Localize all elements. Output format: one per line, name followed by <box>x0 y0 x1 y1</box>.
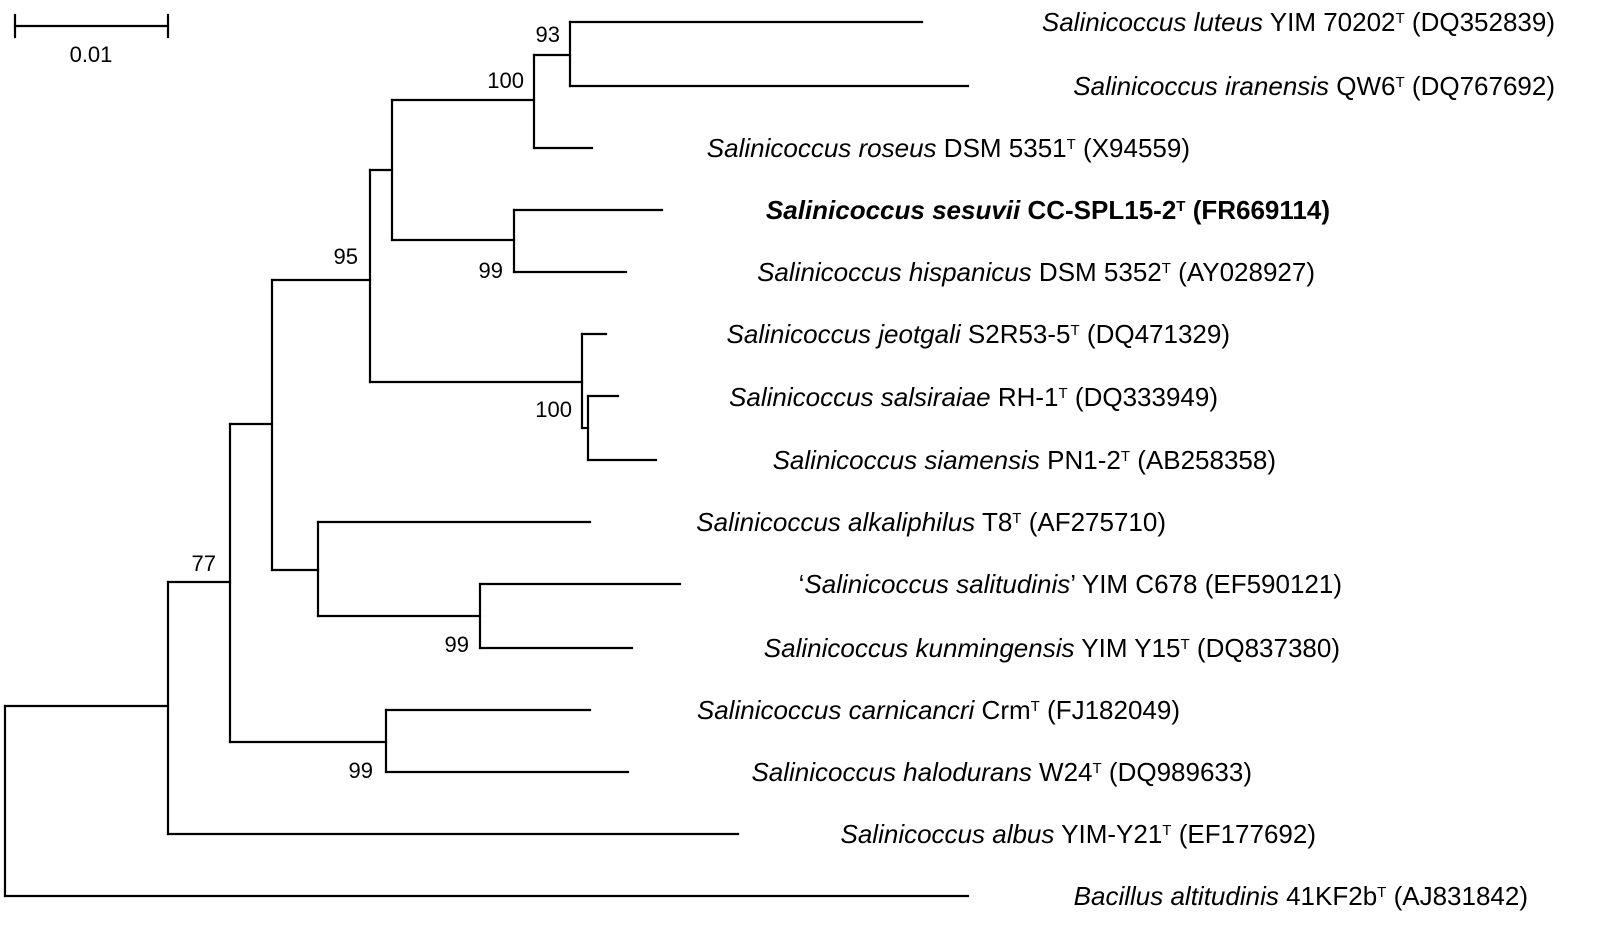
bootstrap-value: 100 <box>487 68 524 93</box>
taxon-label-sesuvii: Salinicoccus sesuvii CC-SPL15-2T (FR6691… <box>766 195 1330 225</box>
taxon-label-salitudinis: ‘Salinicoccus salitudinis’ YIM C678 (EF5… <box>799 569 1342 599</box>
type-strain-mark: T <box>1093 760 1102 777</box>
taxon-label-iranensis: Salinicoccus iranensis QW6T (DQ767692) <box>1073 71 1555 101</box>
type-strain-mark: T <box>1377 884 1386 901</box>
taxon-accession: (EF177692) <box>1171 819 1316 849</box>
taxon-accession: (DQ767692) <box>1405 71 1555 101</box>
taxon-label-halodurans: Salinicoccus halodurans W24T (DQ989633) <box>751 757 1252 787</box>
taxon-strain: RH-1 <box>991 382 1059 412</box>
taxon-accession: (DQ471329) <box>1080 319 1230 349</box>
type-strain-mark: T <box>1121 448 1130 465</box>
taxon-species-name: Salinicoccus alkaliphilus <box>696 507 975 537</box>
type-strain-mark: T <box>1396 10 1405 27</box>
taxon-label-salsiraiae: Salinicoccus salsiraiae RH-1T (DQ333949) <box>729 382 1218 412</box>
taxon-strain: W24 <box>1032 757 1093 787</box>
taxon-label-kunmingensis: Salinicoccus kunmingensis YIM Y15T (DQ83… <box>764 633 1340 663</box>
type-strain-mark: T <box>1031 698 1040 715</box>
taxon-species-name: Salinicoccus kunmingensis <box>764 633 1075 663</box>
taxon-strain: Crm <box>974 695 1030 725</box>
taxon-label-jeotgali: Salinicoccus jeotgali S2R53-5T (DQ471329… <box>727 319 1230 349</box>
taxon-accession: (FR669114) <box>1185 195 1330 225</box>
taxon-accession: (X94559) <box>1076 133 1190 163</box>
bootstrap-value: 100 <box>535 397 572 422</box>
taxon-labels: Salinicoccus luteus YIM 70202T (DQ352839… <box>696 7 1555 911</box>
taxon-accession: (AF275710) <box>1021 507 1166 537</box>
bootstrap-values: 93 100 99 95 100 99 99 77 <box>192 22 572 783</box>
type-strain-mark: T <box>1012 510 1021 527</box>
taxon-species-name: Salinicoccus carnicancri <box>697 695 976 725</box>
taxon-label-siamensis: Salinicoccus siamensis PN1-2T (AB258358) <box>773 445 1276 475</box>
taxon-strain: CC-SPL15-2 <box>1020 195 1176 225</box>
scale-bar-label: 0.01 <box>70 42 113 67</box>
taxon-species-name: Salinicoccus roseus <box>707 133 937 163</box>
taxon-species-name: Bacillus altitudinis <box>1074 881 1279 911</box>
taxon-accession: (AJ831842) <box>1386 881 1528 911</box>
taxon-species-name: Salinicoccus halodurans <box>751 757 1031 787</box>
taxon-strain: T8 <box>975 507 1012 537</box>
type-strain-mark: T <box>1396 74 1405 91</box>
taxon-species-name: Salinicoccus salitudinis <box>804 569 1070 599</box>
taxon-label-roseus: Salinicoccus roseus DSM 5351T (X94559) <box>707 133 1190 163</box>
taxon-accession: (DQ352839) <box>1405 7 1555 37</box>
taxon-label-altitudinis: Bacillus altitudinis 41KF2bT (AJ831842) <box>1074 881 1528 911</box>
type-strain-mark: T <box>1176 198 1185 215</box>
taxon-accession: (AY028927) <box>1171 257 1315 287</box>
type-strain-mark: T <box>1181 636 1190 653</box>
taxon-species-name: Salinicoccus luteus <box>1042 7 1263 37</box>
taxon-accession: (FJ182049) <box>1040 695 1180 725</box>
taxon-species-name: Salinicoccus siamensis <box>773 445 1040 475</box>
bootstrap-value: 77 <box>192 551 216 576</box>
bootstrap-value: 99 <box>479 258 503 283</box>
tree-branches <box>3 20 970 898</box>
bootstrap-value: 99 <box>445 632 469 657</box>
taxon-strain: YIM 70202 <box>1263 7 1396 37</box>
taxon-strain: S2R53-5 <box>961 319 1071 349</box>
taxon-strain: YIM C678 <box>1075 569 1197 599</box>
bootstrap-value: 93 <box>536 22 560 47</box>
taxon-species-name: Salinicoccus salsiraiae <box>729 382 991 412</box>
taxon-strain: YIM-Y21 <box>1054 819 1162 849</box>
taxon-accession: (DQ989633) <box>1102 757 1252 787</box>
taxon-species-name: Salinicoccus iranensis <box>1073 71 1329 101</box>
taxon-accession: (AB258358) <box>1130 445 1276 475</box>
type-strain-mark: T <box>1162 260 1171 277</box>
taxon-label-alkaliphilus: Salinicoccus alkaliphilus T8T (AF275710) <box>696 507 1166 537</box>
type-strain-mark: T <box>1067 136 1076 153</box>
type-strain-mark: T <box>1162 822 1171 839</box>
taxon-label-carnicancri: Salinicoccus carnicancri CrmT (FJ182049) <box>697 695 1180 725</box>
taxon-accession: (EF590121) <box>1197 569 1342 599</box>
bootstrap-value: 99 <box>349 758 373 783</box>
taxon-label-albus: Salinicoccus albus YIM-Y21T (EF177692) <box>841 819 1317 849</box>
taxon-strain: 41KF2b <box>1279 881 1377 911</box>
taxon-accession: (DQ837380) <box>1190 633 1340 663</box>
taxon-species-name: Salinicoccus jeotgali <box>727 319 962 349</box>
taxon-species-name: Salinicoccus albus <box>841 819 1055 849</box>
taxon-strain: QW6 <box>1329 71 1395 101</box>
type-strain-mark: T <box>1059 385 1068 402</box>
scale-bar: 0.01 <box>13 13 170 67</box>
taxon-label-luteus: Salinicoccus luteus YIM 70202T (DQ352839… <box>1042 7 1555 37</box>
taxon-strain: YIM Y15 <box>1075 633 1181 663</box>
bootstrap-value: 95 <box>334 244 358 269</box>
taxon-strain: PN1-2 <box>1040 445 1121 475</box>
taxon-label-hispanicus: Salinicoccus hispanicus DSM 5352T (AY028… <box>757 257 1315 287</box>
taxon-strain: DSM 5351 <box>937 133 1067 163</box>
type-strain-mark: T <box>1071 322 1080 339</box>
taxon-accession: (DQ333949) <box>1068 382 1218 412</box>
taxon-strain: DSM 5352 <box>1032 257 1162 287</box>
taxon-species-name: Salinicoccus sesuvii <box>766 195 1021 225</box>
taxon-species-name: Salinicoccus hispanicus <box>757 257 1032 287</box>
